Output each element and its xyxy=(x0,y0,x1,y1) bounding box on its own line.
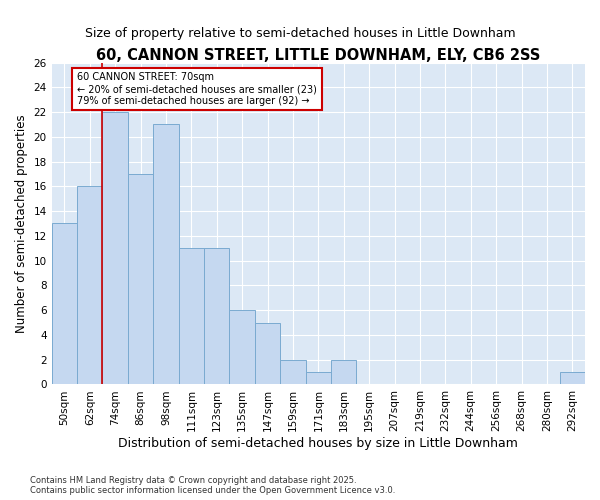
Bar xyxy=(179,248,204,384)
Bar xyxy=(153,124,179,384)
X-axis label: Distribution of semi-detached houses by size in Little Downham: Distribution of semi-detached houses by … xyxy=(118,437,518,450)
Y-axis label: Number of semi-detached properties: Number of semi-detached properties xyxy=(15,114,28,333)
Bar xyxy=(204,248,229,384)
Bar xyxy=(103,112,128,384)
Bar xyxy=(280,360,305,384)
Bar xyxy=(305,372,331,384)
Text: 60 CANNON STREET: 70sqm
← 20% of semi-detached houses are smaller (23)
79% of se: 60 CANNON STREET: 70sqm ← 20% of semi-de… xyxy=(77,72,317,106)
Bar xyxy=(560,372,585,384)
Bar xyxy=(52,224,77,384)
Bar xyxy=(77,186,103,384)
Text: Contains HM Land Registry data © Crown copyright and database right 2025.
Contai: Contains HM Land Registry data © Crown c… xyxy=(30,476,395,495)
Bar xyxy=(331,360,356,384)
Bar xyxy=(255,322,280,384)
Bar xyxy=(128,174,153,384)
Text: Size of property relative to semi-detached houses in Little Downham: Size of property relative to semi-detach… xyxy=(85,28,515,40)
Title: 60, CANNON STREET, LITTLE DOWNHAM, ELY, CB6 2SS: 60, CANNON STREET, LITTLE DOWNHAM, ELY, … xyxy=(96,48,541,62)
Bar xyxy=(229,310,255,384)
